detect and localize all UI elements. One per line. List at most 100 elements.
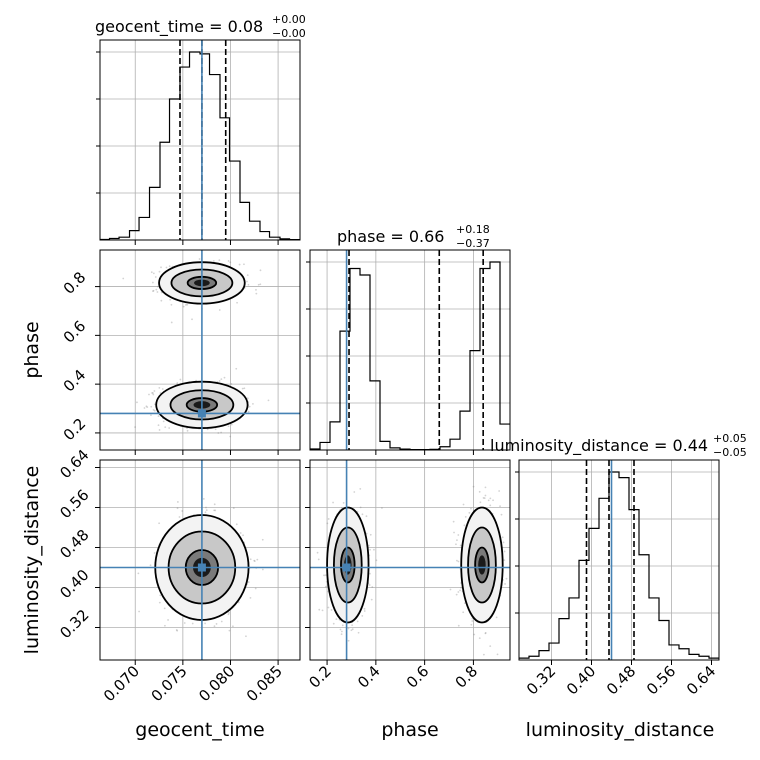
- scatter-point: [136, 401, 138, 404]
- panel-2d-phase-vs-geocent-time: 0.2 0.4 0.6 0.8: [60, 249, 301, 455]
- scatter-point: [229, 261, 232, 264]
- scatter-point: [261, 538, 264, 541]
- scatter-point: [151, 281, 154, 284]
- scatter-point: [470, 623, 473, 626]
- title-geocent-time: geocent_time = 0.08 +0.00 −0.00: [95, 13, 306, 40]
- scatter-point: [227, 425, 230, 428]
- scatter-point: [472, 485, 475, 488]
- scatter-point: [335, 618, 338, 620]
- scatter-point: [459, 589, 461, 592]
- scatter-point: [254, 587, 257, 590]
- scatter-point: [217, 432, 220, 434]
- tick-label-y: 0.4: [60, 366, 90, 396]
- scatter-point: [151, 392, 153, 394]
- scatter-point: [168, 265, 171, 268]
- tick-label-x: 0.32: [523, 662, 559, 698]
- scatter-point: [242, 534, 244, 537]
- scatter-point: [457, 560, 460, 563]
- panel-frame: [518, 459, 720, 661]
- scatter-point: [357, 631, 360, 634]
- scatter-point: [463, 602, 466, 605]
- scatter-point: [484, 494, 487, 497]
- scatter-point: [340, 630, 343, 633]
- tick-label-y: 0.40: [56, 566, 92, 602]
- scatter-point: [150, 271, 153, 274]
- scatter-point: [246, 397, 249, 400]
- scatter-point: [489, 645, 492, 648]
- scatter-point: [453, 531, 455, 534]
- scatter-point: [145, 405, 148, 408]
- scatter-point: [148, 393, 150, 396]
- scatter-point: [464, 515, 467, 518]
- scatter-point: [170, 303, 173, 306]
- scatter-point: [350, 629, 353, 632]
- scatter-point: [228, 611, 230, 614]
- scatter-point: [503, 559, 506, 562]
- scatter-point: [363, 607, 366, 610]
- scatter-point: [232, 507, 235, 509]
- scatter-point: [478, 637, 481, 640]
- scatter-point: [457, 624, 460, 627]
- scatter-point: [351, 628, 354, 631]
- scatter-point: [149, 564, 152, 567]
- scatter-point: [205, 506, 207, 509]
- scatter-point: [168, 427, 171, 429]
- scatter-point: [456, 559, 458, 562]
- contour-line: [460, 506, 504, 624]
- scatter-point: [489, 504, 492, 507]
- scatter-point: [204, 511, 207, 514]
- scatter-point: [241, 387, 244, 390]
- tick-label-x: 0.40: [563, 662, 599, 698]
- scatter-point: [238, 263, 241, 266]
- scatter-point: [327, 606, 330, 609]
- panel-frame: [309, 249, 511, 451]
- tick-label-x: 0.085: [243, 662, 286, 705]
- scatter-point: [146, 406, 149, 409]
- scatter-point: [237, 601, 240, 604]
- scatter-point: [137, 572, 140, 575]
- panel-2d-luminosity-distance-vs-geocent-time: 0.070 0.075 0.080 0.085 0.32 0.40 0.48 0.56 0.64: [56, 446, 301, 705]
- scatter-point: [143, 407, 146, 409]
- scatter-point: [369, 572, 371, 575]
- truth-marker: [342, 563, 351, 572]
- scatter-point: [375, 559, 378, 562]
- scatter-point: [150, 405, 153, 408]
- scatter-point: [459, 544, 462, 547]
- scatter-point: [478, 490, 481, 493]
- scatter-point: [158, 387, 161, 389]
- svg-text:phase = 0.66: phase = 0.66: [337, 227, 444, 246]
- scatter-point: [373, 548, 375, 551]
- scatter-point: [327, 518, 330, 520]
- scatter-point: [256, 558, 259, 561]
- scatter-point: [220, 378, 223, 381]
- scatter-point: [482, 653, 485, 656]
- scatter-point: [457, 534, 460, 536]
- histogram-step: [519, 471, 719, 659]
- scatter-point: [152, 392, 154, 394]
- scatter-point: [158, 601, 161, 604]
- scatter-point: [501, 536, 504, 539]
- scatter-point: [214, 428, 217, 431]
- tick-label-y: 0.32: [56, 606, 92, 642]
- scatter-point: [150, 414, 152, 416]
- scatter-point: [227, 613, 230, 616]
- scatter-point: [342, 501, 345, 504]
- scatter-point: [489, 497, 492, 500]
- tick-label-y: 0.6: [60, 317, 90, 347]
- scatter-point: [503, 550, 506, 553]
- scatter-point: [214, 509, 217, 512]
- contour-line: [474, 546, 490, 584]
- scatter-point: [170, 321, 173, 324]
- scatter-point: [369, 548, 371, 551]
- scatter-point: [326, 522, 329, 525]
- scatter-point: [178, 516, 181, 518]
- scatter-point: [484, 632, 487, 635]
- scatter-point: [341, 624, 344, 627]
- scatter-point: [496, 653, 499, 656]
- contour-line: [467, 526, 497, 604]
- scatter-point: [165, 266, 168, 269]
- scatter-point: [381, 507, 383, 509]
- scatter-point: [212, 260, 215, 262]
- scatter-point: [169, 298, 172, 301]
- scatter-point: [370, 598, 373, 601]
